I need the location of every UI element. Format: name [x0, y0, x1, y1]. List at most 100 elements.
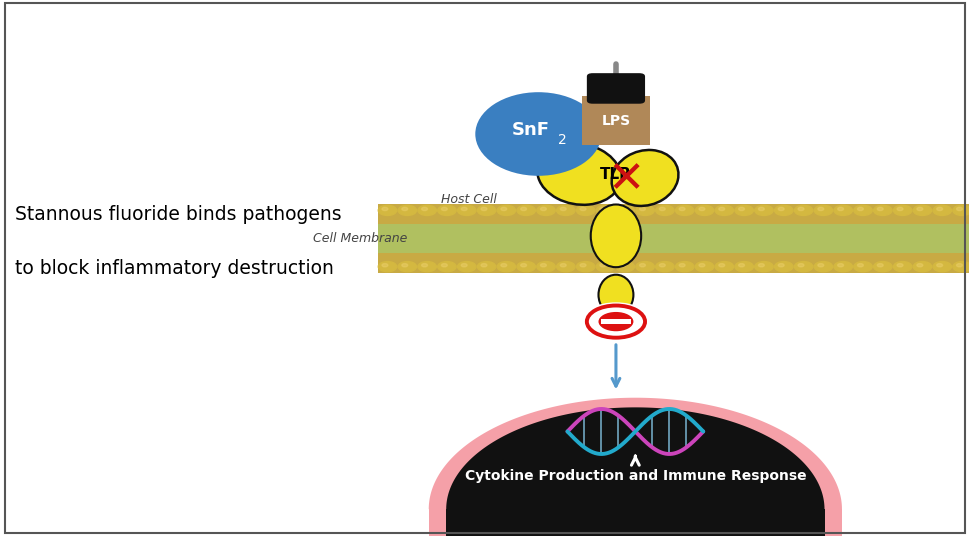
Circle shape — [516, 262, 535, 272]
Circle shape — [422, 207, 427, 211]
Text: SnF: SnF — [511, 121, 549, 139]
Circle shape — [857, 264, 862, 267]
Circle shape — [500, 264, 506, 267]
Circle shape — [794, 205, 812, 215]
Circle shape — [857, 207, 862, 211]
Circle shape — [695, 262, 713, 272]
Circle shape — [912, 205, 930, 215]
Circle shape — [500, 207, 506, 211]
Circle shape — [477, 205, 495, 215]
Circle shape — [837, 207, 843, 211]
Circle shape — [437, 205, 455, 215]
Circle shape — [695, 205, 713, 215]
Circle shape — [418, 205, 436, 215]
Circle shape — [401, 207, 407, 211]
Text: Cytokine Production and Immune Response: Cytokine Production and Immune Response — [464, 469, 805, 483]
Circle shape — [576, 262, 594, 272]
Circle shape — [797, 207, 803, 211]
Circle shape — [397, 262, 416, 272]
Circle shape — [932, 262, 951, 272]
Circle shape — [639, 207, 644, 211]
Circle shape — [497, 205, 516, 215]
Circle shape — [596, 205, 614, 215]
Circle shape — [382, 207, 388, 211]
Ellipse shape — [598, 274, 633, 315]
Circle shape — [580, 302, 650, 341]
FancyBboxPatch shape — [586, 73, 644, 104]
Circle shape — [833, 262, 852, 272]
Circle shape — [378, 205, 396, 215]
Circle shape — [615, 262, 634, 272]
Circle shape — [556, 262, 575, 272]
Circle shape — [481, 207, 486, 211]
Circle shape — [401, 264, 407, 267]
Circle shape — [912, 262, 930, 272]
Bar — [428, 509, 841, 536]
Circle shape — [382, 264, 388, 267]
Circle shape — [853, 262, 871, 272]
Bar — [378, 204, 969, 273]
Circle shape — [955, 207, 961, 211]
Circle shape — [892, 205, 911, 215]
Circle shape — [520, 264, 526, 267]
Circle shape — [457, 205, 476, 215]
Circle shape — [714, 262, 733, 272]
Circle shape — [674, 205, 693, 215]
Circle shape — [817, 207, 823, 211]
Circle shape — [892, 262, 911, 272]
Circle shape — [636, 205, 654, 215]
Circle shape — [813, 205, 831, 215]
Ellipse shape — [537, 144, 620, 205]
Circle shape — [758, 207, 764, 211]
Circle shape — [754, 205, 772, 215]
Circle shape — [876, 207, 883, 211]
Circle shape — [932, 205, 951, 215]
FancyBboxPatch shape — [581, 96, 649, 145]
Bar — [378, 224, 969, 253]
Circle shape — [797, 264, 803, 267]
Text: to block inflammatory destruction: to block inflammatory destruction — [15, 258, 333, 278]
Text: 2: 2 — [557, 133, 567, 147]
Circle shape — [397, 205, 416, 215]
Circle shape — [422, 264, 427, 267]
Circle shape — [699, 264, 704, 267]
Circle shape — [678, 207, 684, 211]
Circle shape — [599, 264, 606, 267]
Circle shape — [853, 205, 871, 215]
Circle shape — [540, 207, 546, 211]
Circle shape — [659, 264, 665, 267]
Circle shape — [714, 205, 733, 215]
Circle shape — [378, 262, 396, 272]
Circle shape — [737, 264, 744, 267]
Circle shape — [418, 262, 436, 272]
Ellipse shape — [605, 311, 626, 327]
Circle shape — [655, 205, 673, 215]
Circle shape — [876, 264, 883, 267]
Circle shape — [737, 207, 744, 211]
Circle shape — [457, 262, 476, 272]
Text: Cell Membrane: Cell Membrane — [313, 232, 407, 245]
Circle shape — [718, 207, 724, 211]
Circle shape — [873, 262, 891, 272]
Text: Stannous fluoride binds pathogens: Stannous fluoride binds pathogens — [15, 205, 341, 224]
Circle shape — [579, 264, 585, 267]
Circle shape — [754, 262, 772, 272]
Circle shape — [659, 207, 665, 211]
Circle shape — [896, 207, 902, 211]
Text: ✕: ✕ — [607, 158, 643, 201]
Circle shape — [481, 264, 486, 267]
Circle shape — [758, 264, 764, 267]
Circle shape — [718, 264, 724, 267]
Circle shape — [639, 264, 644, 267]
Circle shape — [520, 207, 526, 211]
Text: TLR: TLR — [600, 167, 631, 182]
Circle shape — [477, 262, 495, 272]
Circle shape — [773, 205, 793, 215]
Ellipse shape — [475, 92, 601, 176]
Circle shape — [678, 264, 684, 267]
Text: LPS: LPS — [601, 114, 630, 128]
Circle shape — [936, 207, 942, 211]
Circle shape — [516, 205, 535, 215]
Circle shape — [777, 264, 783, 267]
Circle shape — [794, 262, 812, 272]
